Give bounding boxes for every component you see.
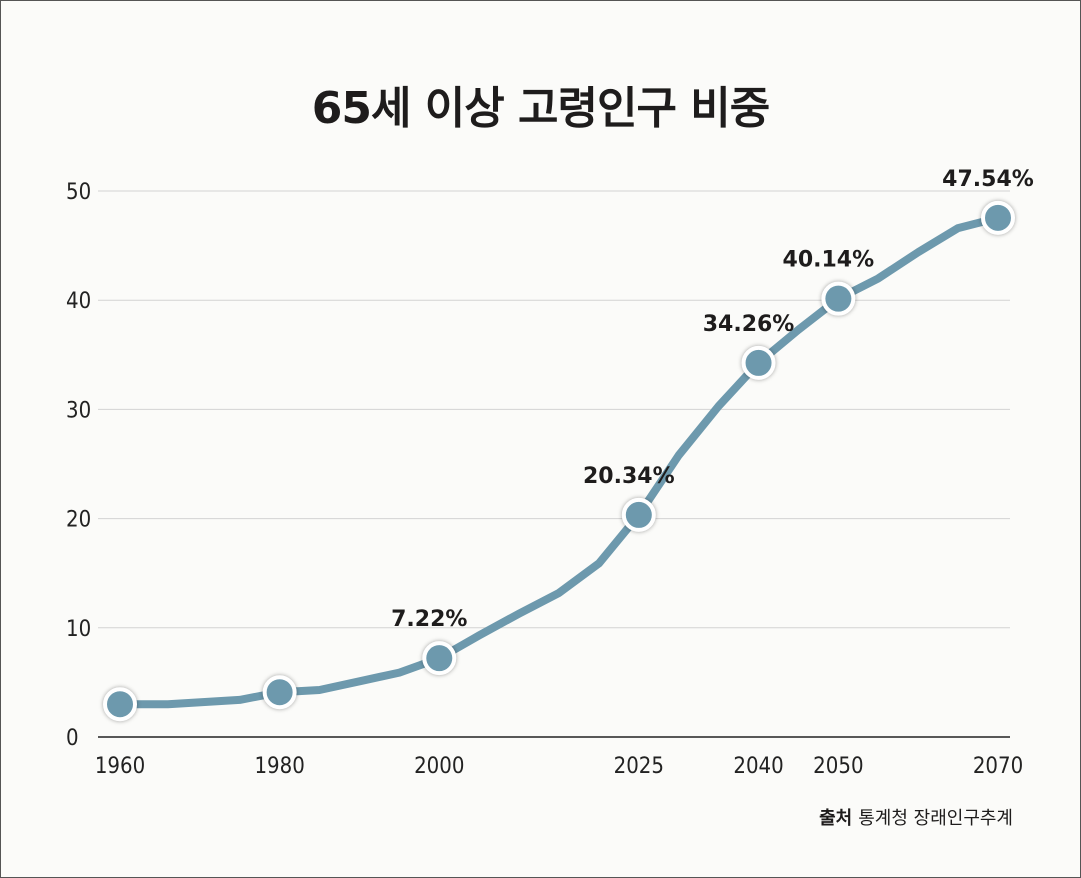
markers (103, 200, 1015, 722)
data-label: 40.14% (783, 248, 875, 273)
data-point-marker (422, 641, 457, 676)
data-point-marker (741, 345, 776, 380)
source-key: 출처 (819, 808, 853, 829)
y-tick-label: 20 (66, 508, 91, 533)
x-tick-label: 1980 (254, 754, 304, 779)
data-point-marker (103, 687, 137, 722)
data-point-marker (821, 281, 856, 316)
source-note: 출처 통계청 장래인구추계 (819, 804, 1013, 830)
data-point-marker (981, 200, 1015, 235)
x-tick-label: 2000 (414, 754, 464, 779)
x-tick-label: 2025 (614, 754, 664, 779)
axes: 0 10 20 30 40 50 1960 1980 2000 2025 2040 2050 2070 (66, 180, 1023, 779)
data-label: 47.54% (942, 167, 1034, 192)
y-tick-label: 10 (66, 617, 91, 642)
data-point-marker (621, 497, 656, 532)
y-tick-label: 50 (66, 180, 91, 205)
x-tick-label: 2070 (973, 754, 1023, 779)
y-tick-label: 30 (66, 398, 91, 423)
source-text: 통계청 장래인구추계 (858, 808, 1013, 829)
chart-title: 65세 이상 고령인구 비중 (311, 83, 771, 134)
gridlines (98, 190, 1010, 629)
data-label: 34.26% (703, 312, 795, 337)
series-line (116, 213, 1002, 709)
x-tick-label: 2050 (813, 754, 863, 779)
x-tick-label: 1960 (95, 754, 145, 779)
series-line-layer (116, 213, 1002, 709)
data-labels: 7.22% 20.34% 34.26% 40.14% 47.54% (391, 167, 1034, 632)
y-tick-label: 0 (66, 726, 79, 751)
data-point-marker (262, 675, 297, 710)
x-tick-label: 2040 (733, 754, 783, 779)
y-tick-label: 40 (66, 289, 91, 314)
data-label: 20.34% (583, 464, 675, 489)
data-label: 7.22% (391, 607, 467, 632)
